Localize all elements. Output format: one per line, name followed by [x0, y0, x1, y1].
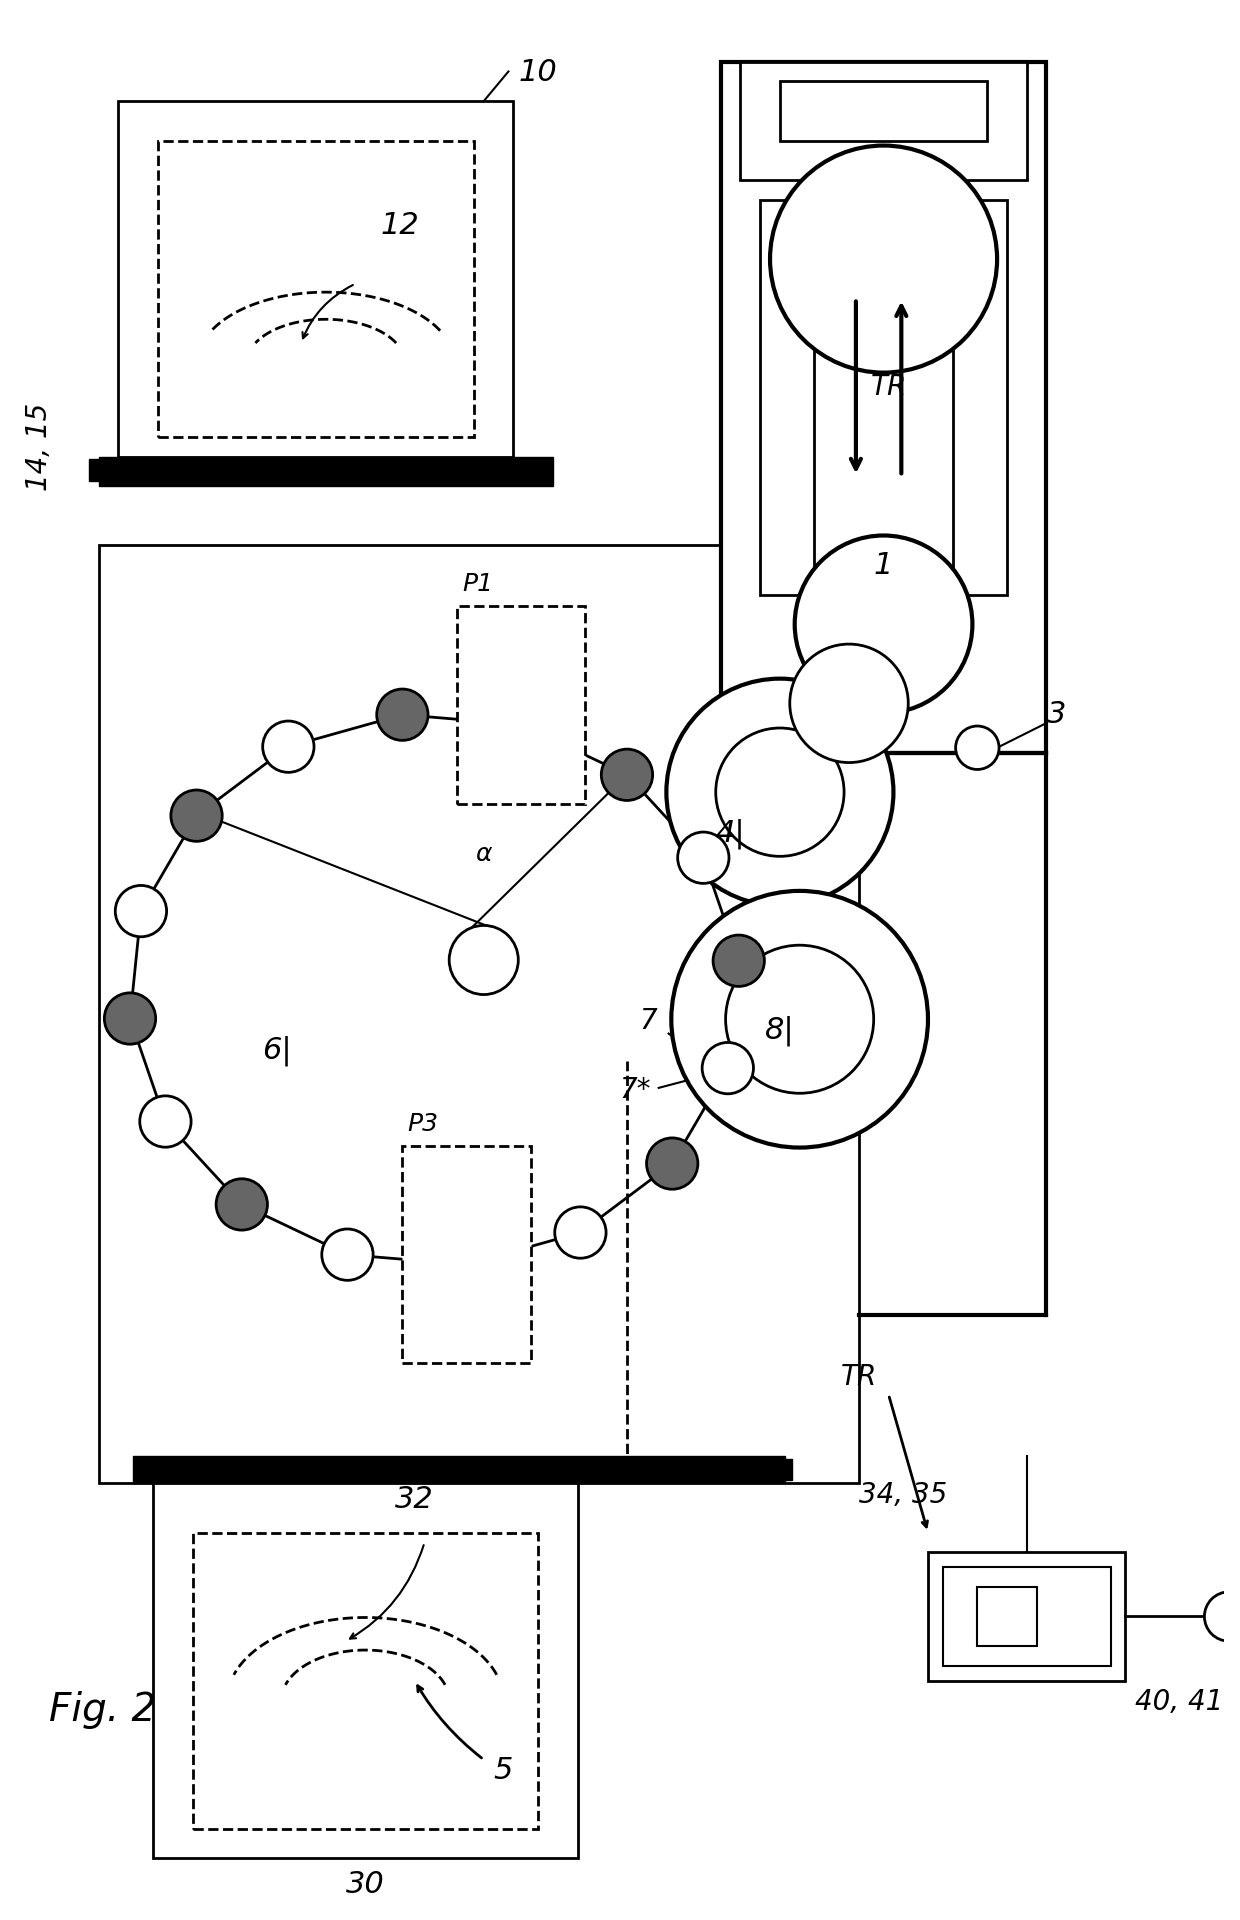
Text: 6|: 6|	[262, 1035, 291, 1066]
Bar	[760, 200, 815, 595]
Text: TR: TR	[870, 372, 906, 401]
Text: 7: 7	[639, 1006, 657, 1035]
Bar	[133, 1455, 785, 1484]
Circle shape	[496, 699, 547, 751]
Circle shape	[770, 146, 997, 372]
Circle shape	[140, 1096, 191, 1146]
Circle shape	[795, 536, 972, 712]
Text: P3: P3	[407, 1112, 438, 1137]
Text: 34, 35: 34, 35	[859, 1480, 947, 1509]
Circle shape	[671, 891, 928, 1148]
Text: 32: 32	[394, 1484, 434, 1513]
Text: 40, 41: 40, 41	[1136, 1688, 1224, 1716]
Circle shape	[702, 1043, 754, 1094]
Circle shape	[715, 728, 844, 856]
Text: TR: TR	[841, 1363, 877, 1390]
Bar	[977, 1588, 1037, 1645]
Circle shape	[677, 831, 729, 883]
Bar	[942, 1567, 1111, 1667]
Circle shape	[956, 726, 999, 770]
Circle shape	[440, 1238, 492, 1290]
Bar	[780, 81, 987, 140]
Bar	[157, 140, 474, 436]
Bar	[402, 1146, 531, 1363]
Text: 30: 30	[346, 1870, 384, 1899]
Circle shape	[171, 789, 222, 841]
Text: Fig. 2: Fig. 2	[50, 1692, 156, 1730]
Bar	[458, 607, 585, 804]
Bar	[89, 459, 110, 482]
Text: 8|: 8|	[765, 1016, 795, 1046]
Circle shape	[601, 749, 652, 801]
Bar	[153, 1484, 578, 1859]
Circle shape	[322, 1229, 373, 1281]
Text: 5: 5	[494, 1757, 513, 1786]
Circle shape	[713, 935, 764, 987]
Text: 14, 15: 14, 15	[25, 403, 52, 492]
Text: 4|: 4|	[715, 818, 745, 849]
Bar	[770, 1459, 792, 1480]
Bar	[119, 102, 513, 457]
Text: 1: 1	[874, 551, 893, 580]
Circle shape	[646, 1139, 698, 1188]
Text: 10: 10	[518, 58, 557, 88]
Circle shape	[449, 925, 518, 995]
Circle shape	[666, 678, 894, 906]
Text: 7*: 7*	[619, 1075, 651, 1104]
Bar	[192, 1532, 538, 1828]
Circle shape	[263, 722, 314, 772]
Bar	[952, 200, 1007, 595]
Circle shape	[790, 643, 908, 762]
Circle shape	[1204, 1592, 1240, 1642]
Text: 3: 3	[1047, 701, 1066, 730]
Text: α: α	[475, 843, 492, 866]
Circle shape	[554, 1208, 606, 1258]
Bar	[740, 61, 1027, 180]
Text: 12: 12	[381, 211, 419, 240]
Bar	[99, 457, 553, 486]
Circle shape	[104, 993, 156, 1044]
Text: P1: P1	[463, 572, 494, 597]
Circle shape	[216, 1179, 268, 1231]
Bar	[928, 1553, 1126, 1680]
Circle shape	[725, 945, 874, 1092]
Bar	[720, 61, 1047, 753]
Bar	[99, 545, 859, 1484]
Circle shape	[377, 689, 428, 741]
Circle shape	[115, 885, 166, 937]
